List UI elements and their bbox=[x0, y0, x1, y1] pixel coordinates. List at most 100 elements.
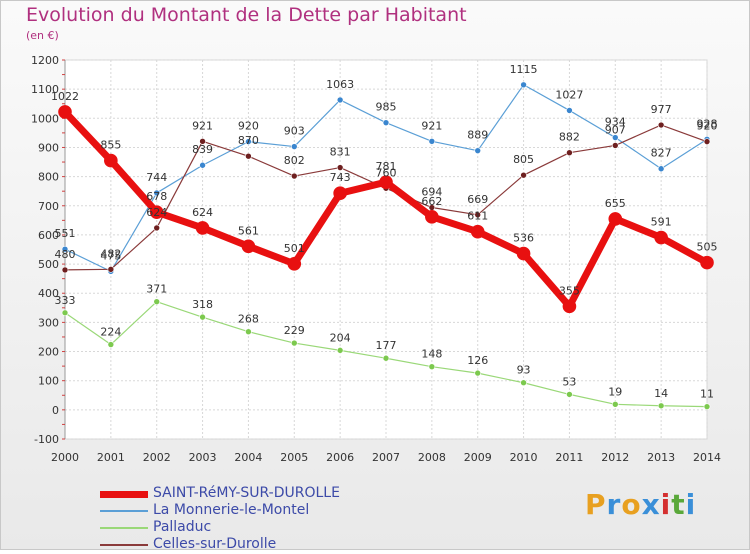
data-label: 839 bbox=[192, 143, 213, 156]
series-point bbox=[474, 211, 482, 219]
logo-letter: i bbox=[660, 488, 672, 521]
legend-label: SAINT-RéMY-SUR-DUROLLE bbox=[153, 485, 340, 501]
data-label: 1022 bbox=[51, 90, 79, 103]
series-point bbox=[611, 142, 619, 149]
data-label: 805 bbox=[513, 153, 534, 166]
legend-swatch bbox=[100, 544, 148, 546]
series-point bbox=[241, 239, 256, 254]
logo-letter: o bbox=[621, 488, 642, 521]
data-label: 482 bbox=[100, 247, 121, 260]
series-point bbox=[428, 363, 436, 370]
series-point bbox=[195, 221, 210, 235]
data-label: 921 bbox=[192, 119, 213, 132]
series-point bbox=[566, 391, 573, 398]
series-point bbox=[657, 402, 665, 410]
data-label: 889 bbox=[467, 129, 488, 142]
series-point bbox=[379, 175, 393, 189]
y-tick-label: 900 bbox=[38, 141, 59, 154]
data-label: 177 bbox=[376, 339, 397, 352]
data-label: 480 bbox=[55, 248, 76, 261]
series-point bbox=[107, 341, 115, 348]
series-point bbox=[58, 105, 72, 119]
data-label: 831 bbox=[330, 146, 351, 159]
series-point bbox=[425, 210, 439, 224]
data-label: 760 bbox=[376, 166, 397, 179]
x-tick-label: 2006 bbox=[326, 451, 354, 464]
data-label: 624 bbox=[146, 206, 167, 219]
y-tick-label: 700 bbox=[38, 200, 59, 213]
data-label: 14 bbox=[654, 387, 668, 400]
data-label: 551 bbox=[55, 227, 76, 240]
series-point bbox=[700, 255, 714, 270]
series-point bbox=[336, 164, 344, 171]
series-point bbox=[61, 309, 69, 317]
y-tick-label: 300 bbox=[38, 316, 59, 329]
x-tick-label: 2000 bbox=[51, 451, 79, 464]
series-point bbox=[611, 401, 619, 408]
logo-letter: x bbox=[641, 488, 661, 521]
data-label: 920 bbox=[697, 120, 718, 133]
series-point bbox=[107, 266, 115, 273]
data-label: 53 bbox=[562, 375, 576, 388]
data-label: 934 bbox=[605, 116, 626, 129]
data-label: 624 bbox=[192, 206, 213, 219]
data-label: 475 bbox=[100, 249, 121, 262]
x-tick-label: 2001 bbox=[97, 451, 125, 464]
x-tick-label: 2009 bbox=[464, 451, 492, 464]
logo-letter: P bbox=[585, 488, 607, 521]
series-point bbox=[611, 134, 619, 141]
data-label: 977 bbox=[651, 103, 672, 116]
series-point bbox=[474, 147, 482, 154]
data-label: 371 bbox=[146, 283, 167, 296]
series-point bbox=[382, 119, 390, 126]
series-point bbox=[657, 121, 665, 129]
series-point bbox=[61, 266, 69, 274]
proxiti-logo: Proxiti bbox=[585, 488, 696, 521]
data-label: 611 bbox=[467, 210, 488, 223]
x-tick-label: 2003 bbox=[189, 451, 217, 464]
series-point bbox=[61, 245, 69, 253]
y-tick-label: 500 bbox=[38, 258, 59, 271]
series-point bbox=[516, 246, 531, 261]
data-label: 268 bbox=[238, 313, 259, 326]
series-point bbox=[336, 347, 344, 354]
data-label: 1063 bbox=[326, 78, 354, 91]
y-tick-label: 600 bbox=[38, 229, 59, 242]
legend-label: Celles-sur-Durolle bbox=[153, 536, 277, 552]
data-label: 318 bbox=[192, 298, 213, 311]
data-label: 1115 bbox=[510, 63, 538, 76]
x-tick-label: 2004 bbox=[234, 451, 262, 464]
series-point bbox=[566, 107, 573, 114]
data-label: 669 bbox=[467, 193, 488, 206]
data-label: 229 bbox=[284, 324, 305, 337]
data-label: 827 bbox=[651, 147, 672, 160]
x-tick-label: 2012 bbox=[601, 451, 629, 464]
series-point bbox=[290, 339, 298, 347]
data-label: 655 bbox=[605, 197, 626, 210]
x-tick-label: 2002 bbox=[143, 451, 171, 464]
x-tick-label: 2010 bbox=[510, 451, 538, 464]
x-tick-label: 2013 bbox=[647, 451, 675, 464]
logo-letter: i bbox=[685, 488, 697, 521]
series-point bbox=[474, 369, 482, 377]
logo-letter: r bbox=[606, 488, 622, 521]
data-label: 126 bbox=[467, 354, 488, 367]
y-tick-label: 1200 bbox=[31, 54, 59, 67]
data-label: 224 bbox=[100, 326, 121, 339]
x-tick-label: 2014 bbox=[693, 451, 721, 464]
legend-swatch bbox=[100, 527, 148, 529]
series-point bbox=[520, 171, 527, 179]
series-point bbox=[336, 96, 344, 104]
x-tick-label: 2011 bbox=[555, 451, 583, 464]
series-point bbox=[654, 230, 668, 245]
data-label: 333 bbox=[55, 294, 76, 307]
data-label: 985 bbox=[376, 101, 397, 114]
data-label: 19 bbox=[608, 385, 622, 398]
series-point bbox=[153, 224, 161, 232]
data-label: 903 bbox=[284, 125, 305, 138]
data-label: 802 bbox=[284, 154, 305, 167]
series-point bbox=[199, 313, 206, 321]
y-tick-label: 400 bbox=[38, 287, 59, 300]
series-point bbox=[566, 149, 573, 157]
